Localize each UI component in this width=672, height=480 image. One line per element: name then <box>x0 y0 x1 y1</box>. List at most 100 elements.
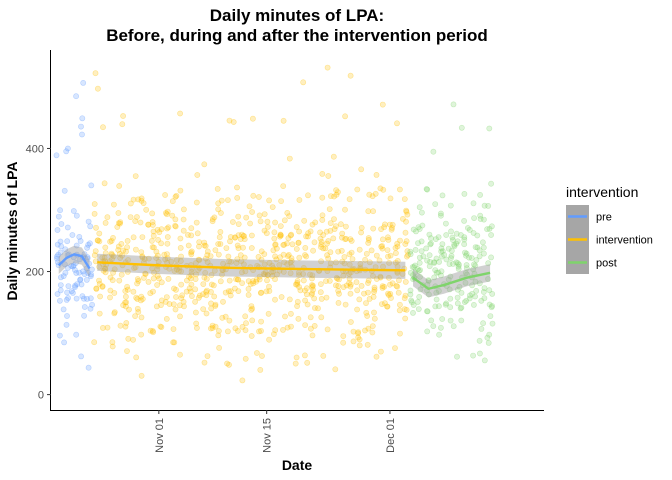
data-point-intervention <box>347 72 354 79</box>
data-point-post <box>457 232 464 238</box>
data-point-intervention <box>245 278 252 284</box>
data-point-intervention <box>266 288 273 294</box>
data-point-intervention <box>102 265 109 272</box>
data-point-post <box>407 287 414 294</box>
data-point-intervention <box>307 271 313 278</box>
data-point-intervention <box>379 101 386 108</box>
data-point-pre <box>85 241 92 248</box>
data-point-post <box>453 259 460 266</box>
data-point-intervention <box>253 276 260 283</box>
data-point-intervention <box>401 295 408 302</box>
data-point-intervention <box>215 328 222 334</box>
data-point-intervention <box>242 313 249 320</box>
data-point-post <box>438 253 445 260</box>
data-point-intervention <box>215 200 222 207</box>
data-point-post <box>410 272 416 278</box>
data-point-intervention <box>235 213 242 220</box>
data-point-intervention <box>234 256 241 262</box>
data-point-intervention <box>147 327 154 334</box>
data-point-post <box>453 230 460 237</box>
data-point-post <box>435 269 442 276</box>
data-point-post <box>424 308 431 315</box>
legend-title: intervention <box>566 184 638 200</box>
data-point-intervention <box>240 233 247 239</box>
data-point-post <box>458 124 465 131</box>
data-point-intervention <box>326 277 333 284</box>
data-point-intervention <box>262 269 269 276</box>
data-point-intervention <box>102 250 109 257</box>
data-point-intervention <box>388 226 395 233</box>
data-point-pre <box>61 261 68 268</box>
data-point-pre <box>70 289 76 296</box>
data-point-intervention <box>248 303 255 309</box>
data-point-post <box>428 240 434 247</box>
data-point-intervention <box>130 288 137 295</box>
data-point-post <box>472 244 479 250</box>
data-point-pre <box>58 221 65 227</box>
data-point-intervention <box>317 244 324 250</box>
data-point-post <box>471 261 477 268</box>
data-point-intervention <box>274 271 280 278</box>
data-point-intervention <box>125 257 132 263</box>
data-point-post <box>420 253 427 260</box>
data-point-pre <box>72 284 78 290</box>
data-point-intervention <box>130 234 137 241</box>
data-point-pre <box>78 123 84 130</box>
data-point-intervention <box>177 313 183 320</box>
data-point-post <box>458 317 465 324</box>
data-point-intervention <box>92 70 99 77</box>
data-point-intervention <box>395 289 402 296</box>
data-point-pre <box>58 274 64 281</box>
data-point-intervention <box>96 280 103 287</box>
data-point-intervention <box>302 287 308 294</box>
data-point-intervention <box>193 219 200 226</box>
data-point-post <box>417 273 423 280</box>
data-point-intervention <box>403 238 410 245</box>
data-point-intervention <box>230 119 237 125</box>
legend-label-post: post <box>596 258 617 270</box>
data-point-post <box>488 223 495 230</box>
data-point-intervention <box>204 259 211 265</box>
data-point-post <box>470 266 477 273</box>
data-point-post <box>476 253 483 260</box>
data-point-post <box>461 236 468 243</box>
data-point-intervention <box>341 260 348 267</box>
data-point-post <box>435 234 442 240</box>
data-point-intervention <box>304 301 311 308</box>
data-point-intervention <box>342 113 348 120</box>
data-point-intervention <box>371 315 378 322</box>
data-point-intervention <box>108 250 115 257</box>
data-point-post <box>466 292 473 299</box>
data-point-post <box>432 236 439 242</box>
data-point-intervention <box>145 221 152 228</box>
chart-title-line-1: Daily minutes of LPA: <box>210 6 384 25</box>
data-point-intervention <box>158 324 165 330</box>
data-point-intervention <box>165 275 172 282</box>
data-point-intervention <box>147 290 154 297</box>
data-point-intervention <box>163 315 170 322</box>
data-point-intervention <box>162 298 169 305</box>
data-point-intervention <box>309 275 315 282</box>
data-point-intervention <box>296 272 302 279</box>
data-point-intervention <box>207 253 214 259</box>
data-point-intervention <box>365 280 371 286</box>
data-point-intervention <box>118 240 125 247</box>
data-point-intervention <box>123 248 129 255</box>
data-point-intervention <box>363 309 370 316</box>
data-point-intervention <box>200 306 207 312</box>
y-ticks: 0 200 400 <box>26 143 51 402</box>
data-point-intervention <box>250 280 257 287</box>
data-point-intervention <box>95 237 101 244</box>
data-point-intervention <box>358 166 365 173</box>
data-point-intervention <box>164 251 170 257</box>
data-point-intervention <box>164 240 171 247</box>
data-point-post <box>474 232 481 239</box>
data-point-intervention <box>346 261 353 268</box>
data-point-intervention <box>356 342 363 349</box>
data-point-intervention <box>237 236 244 242</box>
data-point-intervention <box>248 333 255 339</box>
data-point-post <box>425 277 432 283</box>
data-point-post <box>416 259 423 266</box>
data-point-intervention <box>369 329 376 336</box>
data-point-intervention <box>150 244 157 251</box>
